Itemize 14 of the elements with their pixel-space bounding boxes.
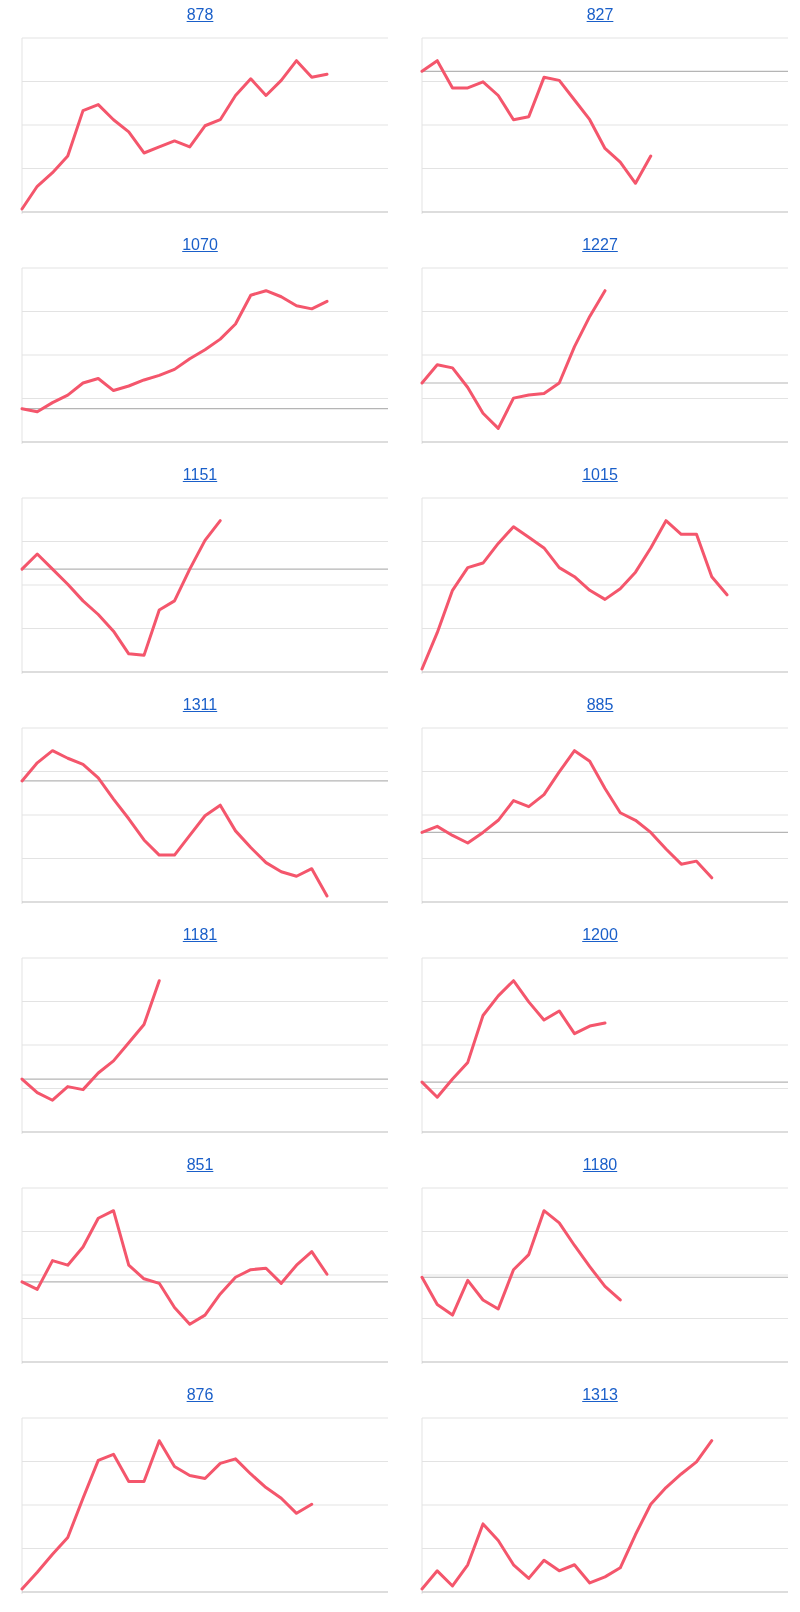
chart-title: 1313 xyxy=(581,1386,619,1404)
chart-title: 1227 xyxy=(581,236,619,254)
chart-title: 851 xyxy=(185,1156,215,1174)
chart-title: 878 xyxy=(185,6,215,24)
chart-title: 876 xyxy=(185,1386,215,1404)
chart-title: 1181 xyxy=(181,926,219,944)
chart-title: 1151 xyxy=(181,466,219,484)
chart-title: 885 xyxy=(585,696,615,714)
chart-title: 1311 xyxy=(181,696,219,714)
chart-title: 827 xyxy=(585,6,615,24)
chart-title: 1070 xyxy=(181,236,219,254)
chart-title: 1200 xyxy=(581,926,619,944)
chart-title: 1180 xyxy=(581,1156,619,1174)
chart-title: 1015 xyxy=(581,466,619,484)
